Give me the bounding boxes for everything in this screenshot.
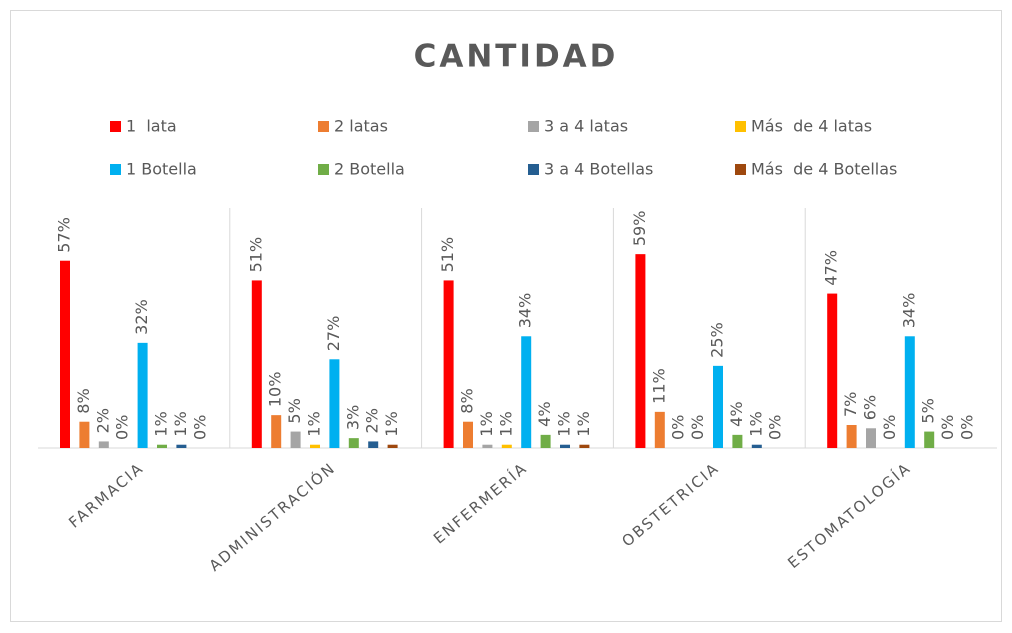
legend-label: 1 Botella (126, 160, 197, 179)
bar (310, 444, 320, 448)
legend-label: Más de 4 latas (751, 117, 872, 136)
legend-swatch (735, 121, 746, 132)
chart-title: CANTIDAD (414, 39, 619, 75)
data-label: 10% (266, 372, 285, 408)
legend-swatch (735, 164, 746, 175)
data-label: 8% (458, 388, 477, 413)
legend-label: 2 Botella (334, 160, 405, 179)
bar (463, 421, 473, 448)
bar (827, 293, 838, 448)
bar (635, 254, 646, 448)
bar (157, 444, 167, 448)
data-label: 0% (880, 415, 899, 440)
bar (482, 444, 493, 448)
data-label: 0% (688, 415, 707, 440)
data-label: 32% (132, 299, 151, 335)
data-label: 5% (285, 398, 304, 423)
data-label: 11% (649, 368, 668, 404)
data-label: 5% (919, 398, 938, 423)
bar (904, 336, 915, 448)
bar (251, 280, 262, 448)
legend-swatch (110, 164, 121, 175)
bar (713, 365, 723, 448)
data-label: 0% (113, 415, 132, 440)
data-label: 47% (822, 250, 841, 286)
data-label: 1% (171, 411, 190, 436)
legend-swatch (110, 121, 121, 132)
bar (329, 359, 340, 448)
bar (368, 441, 379, 448)
legend-label: 3 a 4 Botellas (544, 160, 653, 179)
bar (521, 336, 532, 448)
legend-label: 1 lata (126, 117, 177, 136)
legend-label: Más de 4 Botellas (751, 160, 897, 179)
bar (540, 434, 551, 448)
bar (579, 444, 590, 448)
bar (846, 425, 857, 448)
data-label: 4% (535, 401, 554, 426)
data-label: 2% (363, 408, 382, 433)
bar (443, 280, 454, 448)
legend-label: 2 latas (334, 117, 388, 136)
bar (348, 438, 359, 448)
bar (60, 260, 70, 448)
bar (751, 444, 762, 448)
data-label: 27% (324, 316, 343, 352)
data-label: 0% (938, 415, 957, 440)
data-label: 8% (74, 388, 93, 413)
data-label: 1% (305, 411, 324, 436)
data-label: 3% (343, 405, 362, 430)
data-label: 1% (555, 411, 574, 436)
bar (271, 415, 282, 448)
bar (501, 444, 512, 448)
legend-swatch (528, 164, 539, 175)
data-label: 4% (727, 401, 746, 426)
data-label: 2% (93, 408, 112, 433)
data-label: 51% (438, 237, 457, 273)
data-label: 59% (630, 211, 649, 247)
data-label: 0% (190, 415, 209, 440)
data-label: 51% (246, 237, 265, 273)
bar (732, 434, 743, 448)
legend-label: 3 a 4 latas (544, 117, 628, 136)
chart-frame (10, 10, 1002, 622)
legend-swatch (318, 164, 329, 175)
data-label: 0% (958, 415, 977, 440)
data-label: 1% (496, 411, 515, 436)
data-label: 34% (516, 293, 535, 329)
data-label: 0% (766, 415, 785, 440)
legend-swatch (318, 121, 329, 132)
data-label: 0% (669, 415, 688, 440)
bar (137, 342, 148, 448)
bar (924, 431, 935, 448)
data-label: 7% (841, 392, 860, 417)
bar (79, 421, 90, 448)
data-label: 1% (574, 411, 593, 436)
data-label: 1% (477, 411, 496, 436)
bar (560, 444, 570, 448)
data-label: 34% (899, 293, 918, 329)
bar (387, 444, 398, 448)
data-label: 1% (382, 411, 401, 436)
data-label: 1% (152, 411, 171, 436)
data-label: 25% (708, 322, 727, 358)
data-label: 57% (55, 217, 74, 253)
bar (866, 428, 876, 448)
data-label: 6% (861, 395, 880, 420)
data-label: 1% (746, 411, 765, 436)
bar (654, 411, 665, 448)
legend-swatch (528, 121, 539, 132)
bar (98, 441, 109, 448)
bar (176, 444, 187, 448)
bar (290, 431, 301, 448)
